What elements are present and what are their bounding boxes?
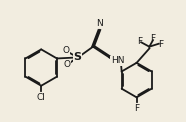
Text: N: N — [96, 19, 103, 28]
Text: F: F — [134, 104, 139, 113]
Text: O: O — [63, 60, 70, 69]
Text: F: F — [137, 37, 142, 46]
Text: F: F — [158, 40, 163, 49]
Text: HN: HN — [111, 56, 124, 66]
Text: Cl: Cl — [37, 93, 46, 102]
Text: F: F — [150, 34, 155, 43]
Text: O: O — [62, 46, 69, 55]
Text: S: S — [73, 52, 81, 62]
